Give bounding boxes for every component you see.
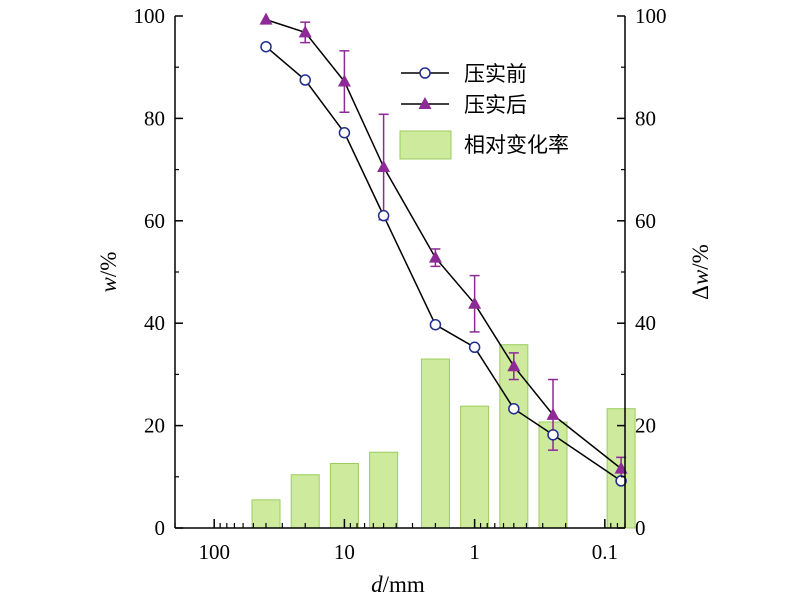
y-tick-label: 80 [144,106,165,130]
legend-change-swatch [399,130,452,160]
before-point [429,318,442,331]
bar [460,405,490,529]
before-point [508,402,520,415]
y-axis-left-title-symbol: w [96,276,121,292]
after-point [377,160,391,173]
before-point [299,74,311,86]
y-tick-label: 0 [155,516,166,540]
after-point [298,25,312,38]
before-point [377,209,390,222]
bar [420,358,450,529]
before-point [615,475,627,487]
lines-layer [259,12,628,487]
y2-tick-label: 0 [635,516,646,540]
legend-after-label: 压实后 [464,93,527,117]
y-axis-left-title: w/% [96,252,121,293]
bar [290,474,320,529]
x-axis-title: d/mm [371,572,425,597]
before-point [260,40,272,53]
legend: 压实前 压实后 相对变化率 [399,62,569,160]
legend-after-marker [418,97,432,109]
y-tick-label: 60 [144,209,165,233]
bar [369,451,399,529]
bars-layer [251,344,636,529]
y-axis-left-title-unit: /% [96,252,121,278]
y-axis-right-title-prefix: Δ [688,285,713,300]
y-tick-label: 20 [144,414,165,438]
after-point [337,74,351,87]
after-point [259,12,273,25]
y2-tick-label: 100 [635,4,667,28]
bar [329,462,359,529]
after-point [546,407,560,420]
y2-tick-label: 80 [635,106,656,130]
y-tick-label: 100 [134,4,166,28]
x-tick-label: 1 [469,540,480,564]
x-tick-label: 0.1 [592,540,618,564]
before-point [338,126,351,139]
legend-change-label: 相对变化率 [464,133,569,157]
x-tick-label: 10 [334,540,355,564]
y-axis-right-title-symbol: w [688,269,713,285]
before-point [547,429,559,441]
after-point [428,250,442,263]
legend-before-marker [419,67,431,79]
x-tick-label: 100 [198,540,230,564]
after-point [468,296,482,309]
before-point [468,341,481,354]
y2-tick-label: 40 [635,311,656,335]
y-tick-label: 40 [144,311,165,335]
y-axis-right-title: Δw/% [688,244,713,300]
after-point [507,359,521,372]
ticks-layer: 0 0 20 20 40 40 60 60 80 80 100 100 100 10 1 0.1 [134,4,667,564]
legend-before-label: 压实前 [464,62,527,86]
y-axis-right-title-unit: /% [688,244,713,270]
y2-tick-label: 20 [635,414,656,438]
x-axis-title-symbol: d [371,572,383,597]
x-axis-title-unit: /mm [383,572,425,597]
y2-tick-label: 60 [635,209,656,233]
